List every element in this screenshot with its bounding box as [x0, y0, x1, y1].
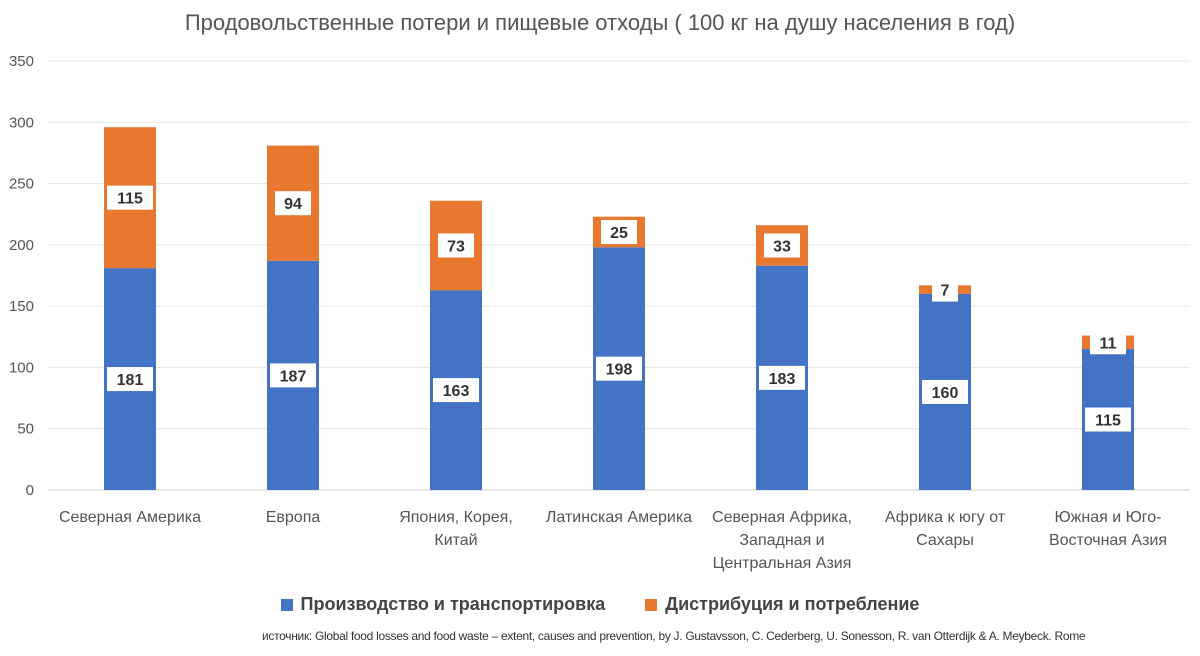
data-label: 33	[773, 238, 791, 255]
data-label-box	[433, 378, 479, 403]
data-label: 187	[280, 368, 307, 385]
data-label: 7	[941, 283, 950, 300]
chart-plot: 0 50 100 150 200 250 300 350 181 115 Северная Амер…	[9, 53, 1190, 572]
x-category-label: Япония, Корея,	[399, 509, 513, 526]
data-label-box	[1085, 407, 1131, 432]
source-note: источник: Global food losses and food wa…	[262, 629, 1086, 643]
x-category-label: Северная Америка	[59, 509, 201, 526]
data-label-box	[601, 219, 637, 244]
data-label: 183	[769, 371, 796, 388]
legend-label-production: Производство и транспортировка	[300, 594, 606, 614]
legend-item-distribution: Дистрибуция и потребление	[645, 594, 919, 615]
data-label: 181	[117, 372, 144, 389]
y-tick-label: 250	[9, 176, 34, 193]
y-tick-label: 350	[9, 53, 34, 70]
data-label-box	[270, 363, 316, 388]
legend-label-distribution: Дистрибуция и потребление	[665, 594, 920, 614]
data-label: 198	[606, 362, 633, 379]
data-label: 73	[447, 238, 465, 255]
data-label-box	[438, 233, 474, 258]
y-tick-label: 100	[9, 359, 34, 376]
y-tick-label: 50	[17, 421, 34, 438]
y-tick-label: 0	[26, 482, 34, 499]
data-label-box	[764, 233, 800, 258]
data-label-box	[107, 367, 153, 392]
data-label: 25	[610, 225, 628, 242]
legend-item-production: Производство и транспортировка	[280, 594, 606, 615]
data-label: 115	[117, 191, 143, 208]
data-label-box	[759, 365, 805, 390]
x-category-label: Китай	[434, 532, 477, 549]
y-tick-label: 150	[9, 298, 34, 315]
data-label: 11	[1100, 335, 1117, 352]
x-category-label: Западная и	[739, 532, 824, 549]
x-category-label: Сахары	[916, 532, 974, 549]
y-tick-label: 300	[9, 114, 34, 131]
data-label-box	[596, 356, 642, 381]
data-label: 160	[932, 385, 959, 402]
x-category-label: Европа	[266, 509, 321, 526]
x-category-label: Восточная Азия	[1049, 532, 1167, 549]
x-category-label: Северная Африка,	[712, 509, 852, 526]
legend-swatch-production	[280, 598, 293, 611]
chart-title: Продовольственные потери и пищевые отход…	[184, 10, 1016, 35]
data-label-box	[1090, 330, 1126, 355]
data-label-box	[275, 191, 311, 216]
data-label-box	[107, 185, 153, 210]
data-label-box	[922, 379, 968, 404]
x-category-label: Южная и Юго-	[1055, 509, 1162, 526]
data-label: 115	[1095, 413, 1121, 430]
legend: Производство и транспортировка Дистрибуц…	[0, 594, 1200, 615]
x-category-label: Центральная Азия	[713, 555, 852, 572]
y-tick-label: 200	[9, 237, 34, 254]
data-label: 94	[284, 196, 302, 213]
x-category-label: Африка к югу от	[885, 509, 1006, 526]
data-label: 163	[443, 383, 470, 400]
data-label-box	[932, 277, 958, 302]
legend-swatch-distribution	[645, 598, 658, 611]
x-category-label: Латинская Америка	[546, 509, 692, 526]
